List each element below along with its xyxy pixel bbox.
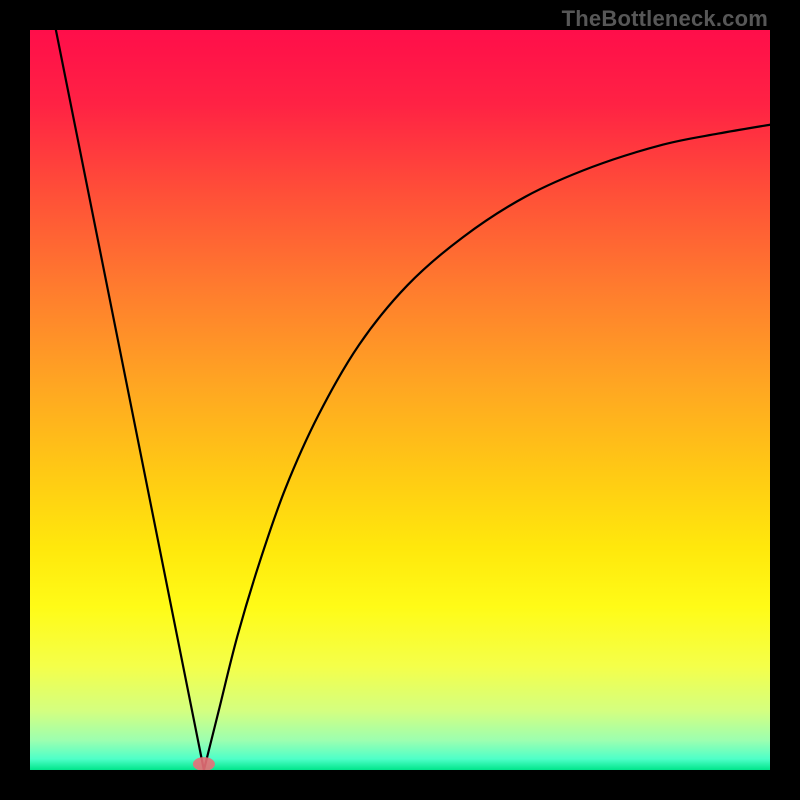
vertex-marker [193, 757, 215, 770]
watermark-text: TheBottleneck.com [562, 6, 768, 32]
bottleneck-curve [56, 30, 770, 770]
plot-area [30, 30, 770, 770]
chart-frame: TheBottleneck.com [0, 0, 800, 800]
curve-layer [30, 30, 770, 770]
